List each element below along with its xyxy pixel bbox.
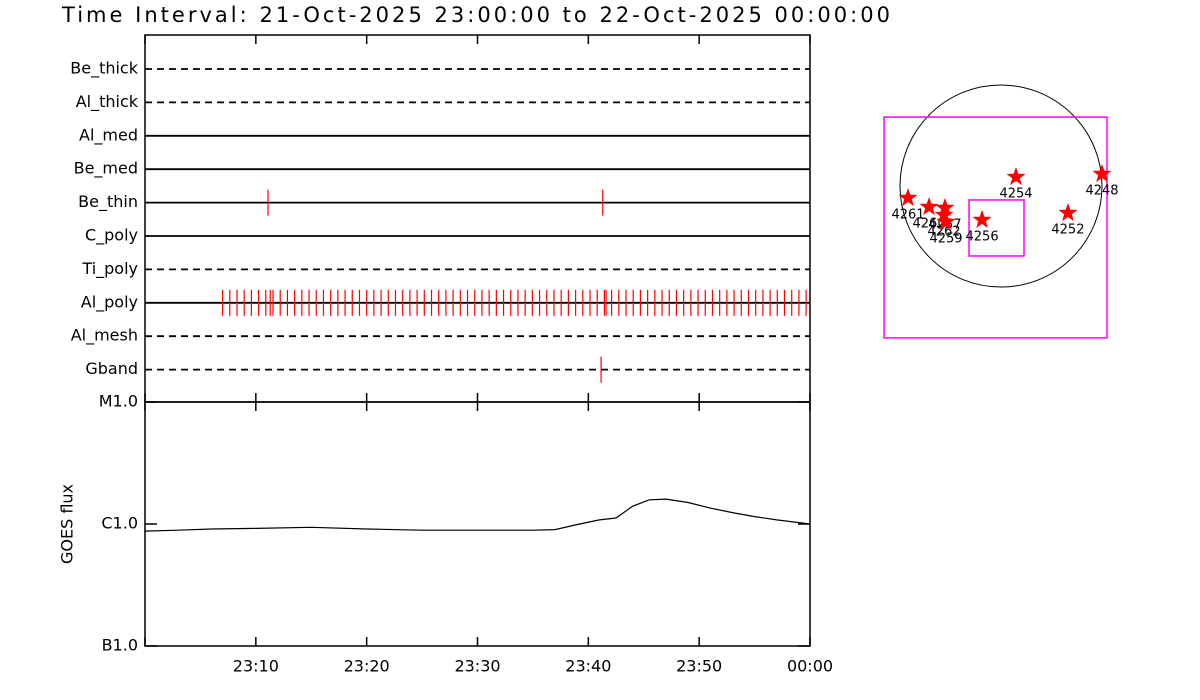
region-label: 4262 — [927, 224, 960, 239]
active-region — [919, 197, 939, 216]
y-axis-label: GOES flux — [58, 484, 77, 564]
fov-box — [883, 116, 1108, 339]
region-label: 4256 — [966, 229, 999, 244]
region-label: 4254 — [999, 187, 1032, 202]
goes-curve — [144, 498, 811, 532]
row-label: Ti_poly — [81, 259, 138, 279]
x-tick-label: 23:50 — [676, 657, 722, 676]
row-label: Gband — [85, 359, 138, 378]
region-label: 4252 — [1051, 222, 1084, 237]
active-region — [1058, 203, 1078, 222]
active-region — [972, 209, 992, 228]
row-label: Al_thick — [76, 92, 139, 112]
region-label: 4248 — [1085, 184, 1118, 199]
row-label: Al_med — [79, 125, 138, 145]
chart-title: Time Interval: 21-Oct-2025 23:00:00 to 2… — [61, 3, 890, 27]
row-label: C_poly — [85, 226, 138, 246]
row-label: Be_thin — [78, 192, 138, 212]
region-label: 4259 — [929, 232, 962, 247]
row-label: Al_mesh — [71, 326, 138, 346]
active-region — [1092, 164, 1112, 183]
goes-frame — [144, 401, 811, 647]
region-label: 4261 — [891, 207, 924, 222]
x-tick-label: 23:40 — [565, 657, 611, 676]
y-tick-label: B1.0 — [102, 636, 138, 655]
x-tick-label: 23:10 — [233, 657, 279, 676]
row-label: Be_thick — [70, 59, 138, 79]
active-region — [934, 204, 954, 223]
region-label: 4260 — [913, 217, 946, 232]
y-tick-label: M1.0 — [99, 392, 138, 411]
active-region — [936, 212, 956, 231]
x-tick-label: 23:20 — [344, 657, 390, 676]
active-region — [1006, 167, 1026, 186]
y-tick-label: C1.0 — [101, 514, 138, 533]
active-region — [935, 198, 955, 217]
timeline-frame — [144, 34, 811, 403]
active-region — [898, 188, 918, 207]
row-label: Al_poly — [81, 292, 138, 312]
x-tick-label: 23:30 — [454, 657, 500, 676]
solar-disk — [899, 84, 1103, 288]
row-label: Be_med — [74, 159, 138, 179]
x-tick-label: 00:00 — [787, 657, 833, 676]
fov-box — [968, 199, 1025, 257]
